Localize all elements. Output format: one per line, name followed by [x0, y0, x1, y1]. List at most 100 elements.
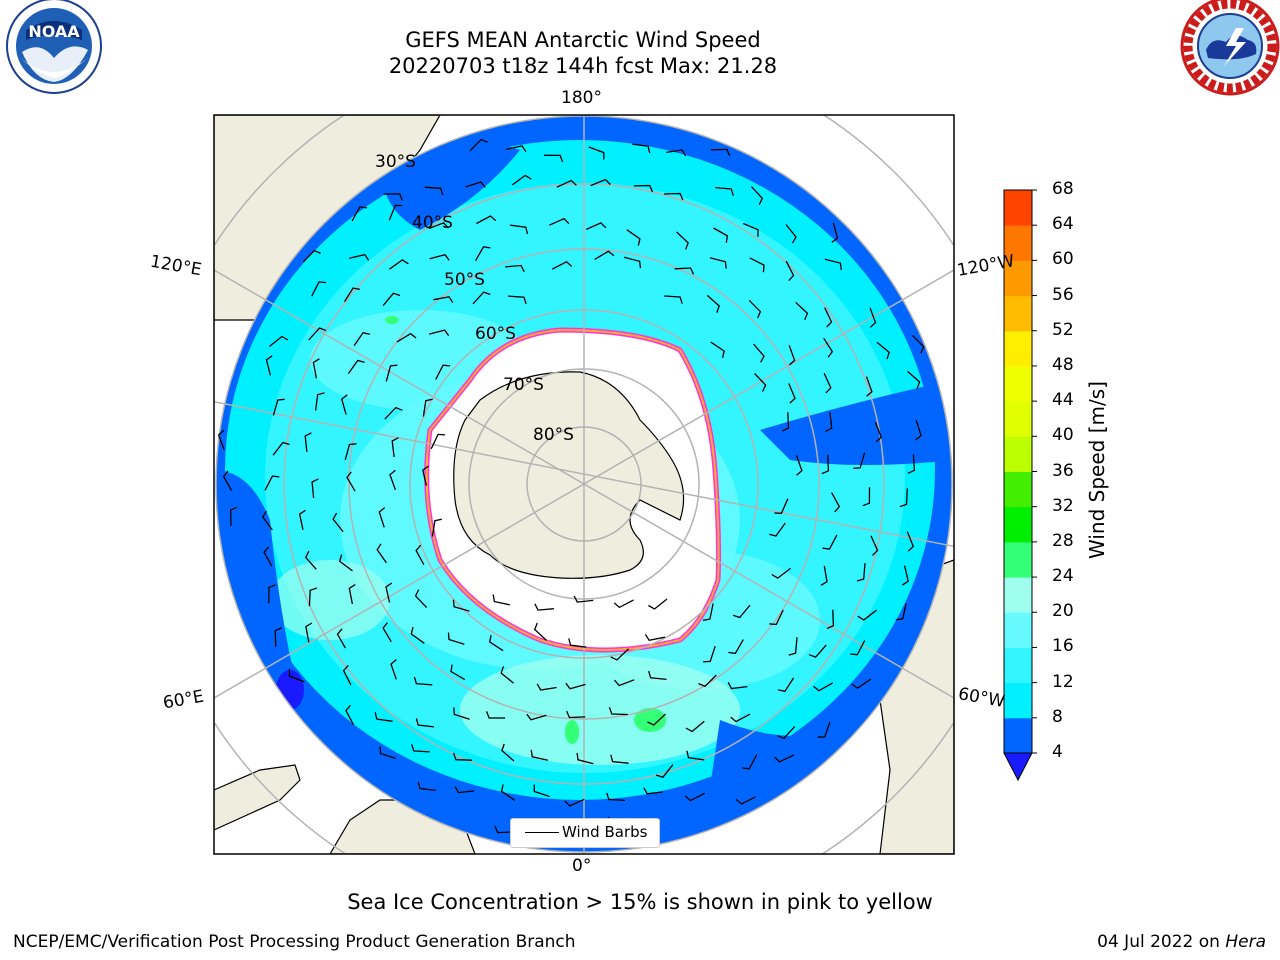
- wind-barb: [907, 454, 916, 474]
- wind-barb: [831, 222, 839, 243]
- wind-barb: [389, 259, 409, 270]
- wind-barb: [272, 398, 285, 416]
- wind-barb: [769, 522, 786, 537]
- wind-barb: [488, 634, 504, 652]
- wind-barb: [568, 638, 587, 648]
- wind-barb: [588, 146, 605, 160]
- wind-barb: [263, 546, 273, 567]
- colorbar-segment: [1004, 190, 1032, 226]
- wind-barb: [229, 506, 238, 527]
- colorbar-segment: [1004, 330, 1032, 367]
- wind-barb: [795, 455, 803, 476]
- wind-barb: [753, 343, 765, 363]
- colorbar-tick-label: 24: [1052, 566, 1074, 587]
- wind-barb: [429, 253, 450, 261]
- colorbar-tick-label: 56: [1052, 284, 1074, 305]
- wind-barb: [706, 294, 720, 313]
- wind-barb: [509, 224, 529, 235]
- wind-barb: [435, 364, 451, 380]
- wind-barb: [862, 487, 871, 507]
- wind-barb: [492, 594, 511, 606]
- wind-barb: [530, 749, 549, 761]
- wind-barb: [272, 441, 290, 456]
- wind-barb: [378, 507, 386, 528]
- wind-barb: [308, 587, 318, 607]
- wind-barb: [749, 257, 765, 273]
- colorbar-segment: [1004, 260, 1032, 297]
- wind-barb: [769, 609, 784, 626]
- wind-barb: [865, 376, 873, 397]
- chart-subtitle: 20220703 t18z 144h fcst Max: 21.28: [388, 54, 778, 78]
- wind-barb: [774, 498, 789, 514]
- wind-barb: [614, 679, 635, 687]
- wind-barb: [382, 292, 401, 307]
- wind-barb: [422, 398, 433, 417]
- wind-barb: [713, 227, 729, 243]
- wind-barb: [391, 437, 399, 457]
- wind-barb: [422, 465, 429, 486]
- wind-barb: [823, 373, 832, 394]
- wind-barb: [822, 534, 838, 550]
- wind-barb: [428, 222, 449, 230]
- wind-barb: [715, 186, 734, 196]
- wind-barb: [533, 784, 550, 798]
- colorbar-tick-label: 36: [1052, 460, 1074, 481]
- wind-barb: [344, 443, 357, 461]
- wind-barb: [450, 664, 466, 681]
- colorbar-segment: [1004, 541, 1032, 578]
- wind-barb: [895, 603, 907, 621]
- wind-barb: [831, 492, 841, 513]
- wind-barb: [338, 554, 353, 572]
- wind-barb: [902, 565, 909, 586]
- wind-barb: [684, 792, 705, 802]
- wind-barb: [610, 754, 629, 764]
- wind-barb: [374, 712, 393, 722]
- wind-barb: [312, 358, 320, 379]
- wind-barb: [476, 215, 497, 225]
- wind-barb: [452, 599, 470, 612]
- wind-barb: [785, 224, 797, 244]
- wind-barb: [623, 256, 642, 269]
- wind-barb: [500, 784, 516, 801]
- wind-barb: [648, 670, 667, 681]
- map-frame: [213, 114, 955, 855]
- wind-barb: [821, 454, 830, 475]
- wind-barb: [506, 145, 527, 153]
- wind-barb: [820, 565, 828, 586]
- wind-barb: [777, 725, 796, 739]
- wind-barb: [396, 332, 417, 343]
- wind-barb: [590, 178, 611, 187]
- colorbar-segment: [1004, 401, 1032, 437]
- wind-barb: [906, 531, 915, 552]
- wind-barb: [876, 341, 890, 360]
- colorbar-tick-label: 52: [1052, 319, 1074, 340]
- wind-barb: [674, 267, 695, 275]
- wind-barb: [415, 544, 425, 565]
- wind-barb: [573, 595, 594, 603]
- colorbar-segment: [1004, 717, 1032, 754]
- wind-barb: [415, 718, 435, 728]
- wind-barb: [702, 603, 714, 621]
- wind-barb: [410, 627, 425, 644]
- wind-barb: [549, 217, 570, 226]
- colorbar-segment: [1004, 506, 1032, 543]
- wind-barb: [556, 179, 577, 188]
- lat-label-50s: 50°S: [444, 270, 485, 290]
- colorbar-tick-label: 60: [1052, 249, 1074, 270]
- wind-barb: [709, 257, 727, 269]
- wind-barb: [288, 668, 305, 683]
- colorbar-tick-label: 48: [1052, 354, 1074, 375]
- wind-barb: [268, 584, 276, 604]
- legend: Wind Barbs: [510, 818, 660, 848]
- wind-barb: [308, 327, 327, 341]
- wind-barb: [808, 644, 827, 658]
- wind-barb: [304, 432, 312, 452]
- wind-barb: [262, 510, 273, 531]
- wind-barb: [643, 787, 664, 795]
- wind-barb: [512, 174, 532, 186]
- wind-barb: [586, 222, 607, 230]
- wind-barb: [501, 743, 515, 762]
- wind-barb: [710, 148, 731, 157]
- wind-barb: [851, 678, 872, 689]
